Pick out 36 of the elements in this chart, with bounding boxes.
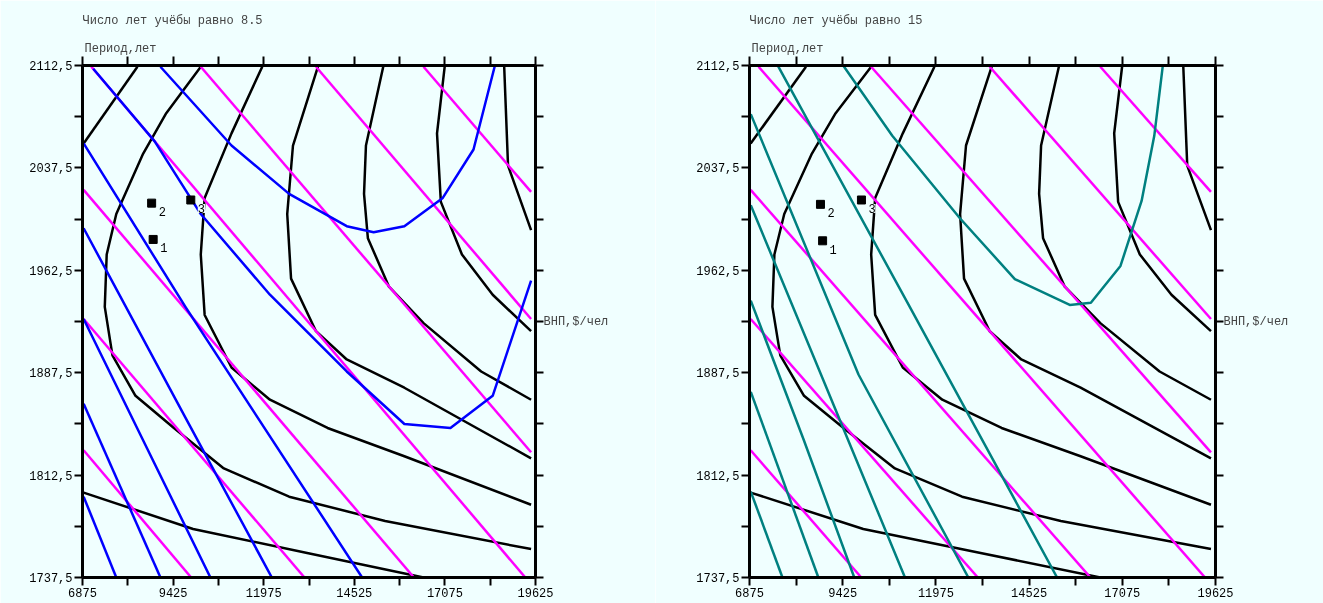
chart-title: Число лет учёбы равно 15: [749, 13, 923, 28]
x-tick-label: 9425: [158, 586, 188, 601]
y-tick-label: 2112,5: [696, 60, 740, 74]
y-tick-label: 1962,5: [29, 264, 73, 279]
x-tick-label: 17075: [1104, 586, 1141, 601]
y-tick-label: 1812,5: [29, 469, 73, 484]
x-tick-label: 14525: [1011, 586, 1048, 601]
annotation: 1: [829, 243, 837, 258]
y-tick-label: 2037,5: [29, 162, 73, 177]
x-tick-label: 19625: [517, 586, 554, 601]
annotation: 3: [868, 202, 876, 217]
x-tick-label: 14525: [336, 586, 373, 601]
y-axis-title: Период,лет: [84, 41, 157, 56]
y-tick-label: 2037,5: [696, 162, 740, 177]
x-axis-title: ВНП,$/чел: [543, 314, 609, 329]
annotation: 2: [827, 207, 835, 222]
y-tick-label: 1737,5: [696, 572, 740, 586]
x-tick-label: 11975: [917, 586, 954, 601]
x-tick-label: 17075: [426, 586, 463, 601]
annotation: 2: [158, 206, 166, 221]
y-tick-label: 1887,5: [696, 367, 740, 382]
x-tick-label: 6875: [735, 586, 764, 601]
y-tick-label: 2112,5: [29, 60, 73, 74]
annotation: 1: [160, 242, 168, 257]
x-tick-label: 19625: [1197, 586, 1234, 601]
y-tick-label: 1812,5: [696, 469, 740, 484]
y-tick-label: 1962,5: [696, 264, 740, 279]
y-tick-label: 1887,5: [29, 367, 73, 382]
y-axis-title: Период,лет: [751, 41, 824, 56]
x-tick-label: 9425: [828, 586, 858, 601]
annotation: 3: [197, 202, 205, 217]
x-tick-label: 6875: [68, 586, 97, 601]
y-tick-label: 1737,5: [29, 572, 73, 586]
chart-title: Число лет учёбы равно 8.5: [82, 13, 263, 28]
x-axis-title: ВНП,$/чел: [1223, 314, 1289, 329]
x-tick-label: 11975: [245, 586, 282, 601]
